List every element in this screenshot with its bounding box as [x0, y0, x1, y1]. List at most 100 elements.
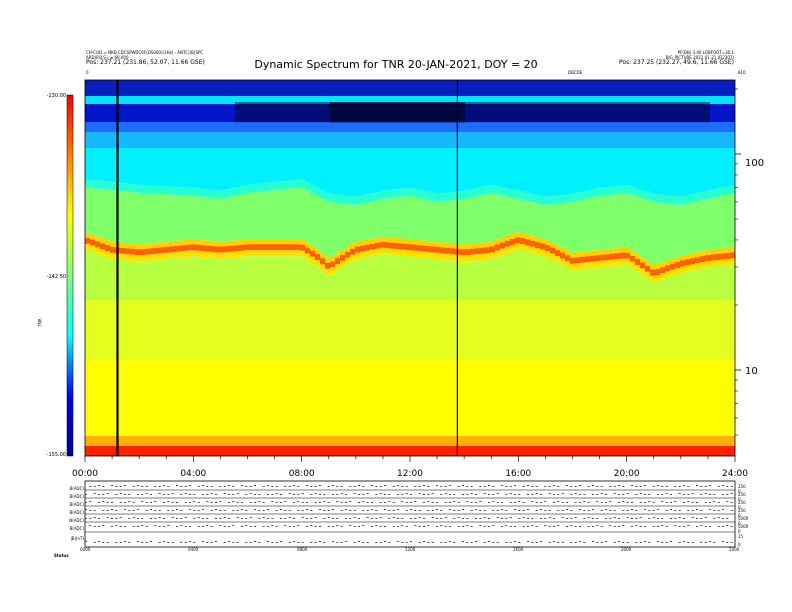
panel-trace-dot	[193, 518, 196, 519]
panel-trace-dot	[228, 485, 230, 486]
spectrogram-cell	[445, 436, 451, 446]
spectrogram-cell	[365, 360, 371, 436]
panel-trace-dot	[466, 486, 469, 487]
spectrogram-cell	[485, 80, 491, 96]
spectrogram-cell	[295, 132, 301, 148]
spectrogram-cell	[630, 255, 636, 262]
spectrogram-cell	[285, 148, 291, 181]
panel-trace-dot	[137, 526, 139, 527]
spectrogram-cell	[715, 266, 721, 300]
spectrogram-cell	[485, 253, 491, 260]
spectrogram-column	[440, 80, 446, 456]
spectrogram-cell	[635, 265, 641, 272]
panel-trace-dot	[674, 518, 677, 519]
noise-band-cell	[575, 102, 581, 123]
spectrogram-cell	[90, 251, 96, 300]
spectrogram-cell	[140, 360, 146, 436]
spectrogram-cell	[255, 360, 261, 436]
spectrogram-cell	[105, 181, 111, 190]
spectrogram-cell	[515, 148, 521, 191]
spectrogram-cell	[405, 436, 411, 446]
noise-band-cell	[360, 102, 366, 123]
panel-trace-dot	[548, 526, 551, 527]
panel-trace-dot	[267, 541, 269, 542]
spectrogram-cell	[330, 360, 336, 436]
spectrogram-cell	[205, 240, 211, 246]
spectrogram-cell	[175, 360, 181, 436]
noise-band-cell	[440, 102, 446, 123]
panel-trace-dot	[271, 494, 274, 495]
spectrogram-cell	[355, 241, 361, 247]
spectrogram-column	[725, 80, 731, 456]
spectrogram-cell	[670, 96, 676, 104]
spectrogram-cell	[595, 360, 601, 436]
spectrogram-cell	[395, 249, 401, 256]
spectrogram-cell	[560, 195, 566, 204]
panel-trace-dot	[288, 526, 291, 527]
spectrogram-cell	[435, 246, 441, 253]
spectrogram-cell	[590, 360, 596, 436]
center-label: DBCDE	[568, 70, 583, 75]
panel-trace-dot	[111, 509, 113, 510]
spectrogram-cell	[235, 122, 241, 132]
panel-trace-dot	[150, 502, 152, 503]
panel-trace-dot	[700, 510, 703, 511]
panel-trace-dot	[241, 502, 243, 503]
spectrogram-cell	[265, 256, 271, 300]
spectrogram-cell	[700, 192, 706, 201]
spectrogram-cell	[570, 252, 576, 258]
noise-band-cell	[665, 102, 671, 123]
spectrogram-cell	[300, 148, 306, 180]
panel-trace-dot	[670, 509, 672, 510]
spectrogram-cell	[565, 122, 571, 132]
spectrogram-cell	[450, 436, 456, 446]
spectrogram-cell	[585, 122, 591, 132]
panel-trace-dot	[310, 542, 313, 543]
spectrogram-cell	[220, 132, 226, 148]
spectrogram-cell	[545, 446, 551, 456]
spectrogram-cell	[565, 446, 571, 456]
panel-trace-dot	[613, 526, 616, 527]
spectrogram-cell	[560, 300, 566, 360]
spectrogram-cell	[160, 253, 166, 260]
spectrogram-cell	[390, 300, 396, 360]
panel-trace-dot	[336, 486, 339, 487]
spectrogram-cell	[155, 80, 161, 96]
spectrogram-cell	[490, 80, 496, 96]
panel-trace-dot	[384, 526, 386, 527]
spectrogram-cell	[445, 446, 451, 456]
panel-trace-dot	[366, 493, 369, 494]
spectrogram-cell	[710, 360, 716, 436]
spectrogram-cell	[615, 446, 621, 456]
panel-trace-dot	[730, 486, 733, 487]
spectrogram-cell	[265, 446, 271, 456]
spectrogram-cell	[125, 254, 131, 261]
spectrogram-cell	[605, 187, 611, 196]
panel-trace-dot	[453, 501, 456, 502]
spectrogram-cell	[260, 132, 266, 148]
spectrogram-cell	[645, 96, 651, 104]
spectrogram-cell	[110, 148, 116, 183]
panel-trace-dot	[397, 509, 399, 510]
spectrogram-cell	[165, 300, 171, 360]
spectrogram-cell	[145, 148, 151, 186]
spectrogram-cell	[300, 239, 306, 245]
spectrogram-cell	[265, 148, 271, 183]
spectrogram-cell	[290, 360, 296, 436]
panel-trace-dot	[444, 493, 447, 494]
spectrogram-cell	[240, 239, 246, 245]
spectrogram-cell	[185, 187, 191, 196]
spectrogram-cell	[125, 436, 131, 446]
spectrogram-cell	[655, 202, 661, 265]
spectrogram-cell	[350, 196, 356, 205]
spectrogram-cell	[710, 300, 716, 360]
panel-trace-dot	[722, 485, 724, 486]
spectrogram-cell	[560, 122, 566, 132]
panel-trace-dot	[124, 485, 126, 486]
panel-trace-dot	[644, 541, 646, 542]
panel-trace-dot	[418, 493, 421, 494]
panel-trace-dot	[514, 541, 516, 542]
panel-trace-dot	[223, 517, 226, 518]
panel-trace-dot	[444, 486, 447, 487]
spectrogram-cell	[705, 190, 711, 199]
